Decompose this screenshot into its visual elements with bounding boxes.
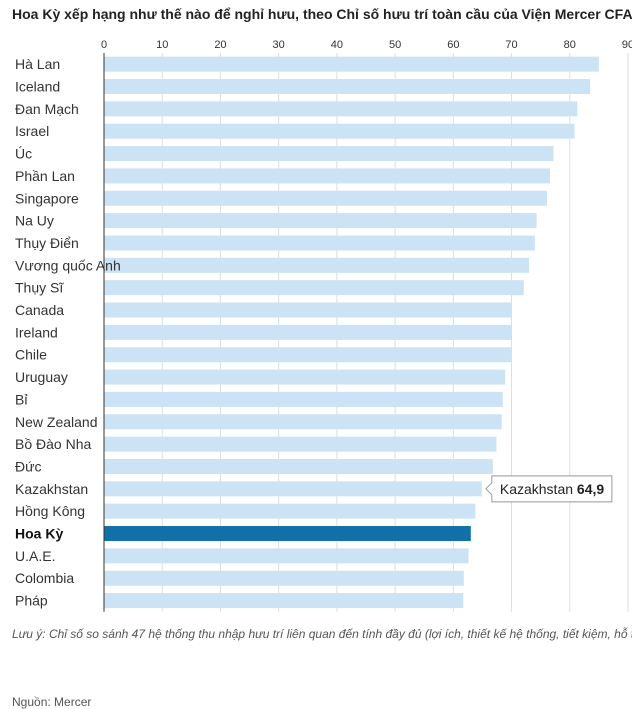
bar[interactable] bbox=[104, 56, 599, 72]
category-label: Thụy Điển bbox=[15, 235, 79, 251]
category-label: Bỉ bbox=[15, 391, 28, 407]
category-label: Thụy Sĩ bbox=[15, 280, 64, 296]
source-note: Nguồn: Mercer bbox=[12, 695, 92, 709]
bar[interactable] bbox=[104, 280, 524, 296]
x-tick-label: 20 bbox=[214, 39, 226, 51]
category-labels: Hà Lan Iceland Đan Mạch Israel Úc Phần Lan Sin… bbox=[15, 56, 121, 608]
x-tick-label: 40 bbox=[331, 39, 343, 51]
tooltip-text: Kazakhstan 64,9 bbox=[500, 481, 605, 497]
category-label: Kazakhstan bbox=[15, 481, 88, 497]
bar[interactable] bbox=[104, 570, 464, 586]
category-label: Colombia bbox=[15, 570, 74, 586]
bar[interactable] bbox=[104, 369, 506, 385]
bar[interactable] bbox=[104, 436, 497, 452]
category-label: Úc bbox=[15, 146, 32, 162]
bar[interactable] bbox=[104, 526, 471, 542]
category-label: Na Uy bbox=[15, 213, 54, 229]
category-label: Israel bbox=[15, 123, 49, 139]
x-tick-label: 80 bbox=[564, 39, 576, 51]
category-label: Pháp bbox=[15, 593, 48, 609]
category-label: Phần Lan bbox=[15, 168, 75, 184]
bar[interactable] bbox=[104, 79, 591, 95]
tooltip-value: 64,9 bbox=[577, 481, 604, 497]
category-label: Uruguay bbox=[15, 369, 68, 385]
bar[interactable] bbox=[104, 235, 535, 251]
category-label: Bồ Đào Nha bbox=[15, 436, 91, 452]
bar[interactable] bbox=[104, 146, 554, 162]
x-tick-label: 0 bbox=[101, 39, 107, 51]
category-label: Chile bbox=[15, 347, 47, 363]
bar[interactable] bbox=[104, 168, 550, 184]
category-label: New Zealand bbox=[15, 414, 98, 430]
category-label: Hà Lan bbox=[15, 56, 60, 72]
x-tick-label: 60 bbox=[447, 39, 459, 51]
footnote: Lưu ý: Chỉ số so sánh 47 hệ thống thu nh… bbox=[12, 627, 632, 641]
tooltip-box bbox=[485, 475, 613, 503]
category-label: Iceland bbox=[15, 79, 60, 95]
x-tick-label: 30 bbox=[273, 39, 285, 51]
bar[interactable] bbox=[104, 593, 464, 609]
category-label: Ireland bbox=[15, 324, 58, 340]
bar[interactable] bbox=[104, 481, 482, 497]
category-label: Canada bbox=[15, 302, 64, 318]
x-tick-label: 90 bbox=[622, 39, 632, 51]
bar[interactable] bbox=[104, 347, 511, 363]
bar[interactable] bbox=[104, 190, 548, 206]
bar[interactable] bbox=[104, 391, 503, 407]
tooltip: Kazakhstan 64,9 bbox=[485, 475, 613, 503]
bar[interactable] bbox=[104, 548, 469, 564]
chart-title: Hoa Kỳ xếp hạng như thế nào để nghỉ hưu,… bbox=[12, 6, 632, 22]
bar[interactable] bbox=[104, 257, 530, 273]
x-tick-label: 70 bbox=[505, 39, 517, 51]
category-label: Đức bbox=[15, 458, 41, 474]
bar[interactable] bbox=[104, 101, 578, 117]
bar[interactable] bbox=[104, 324, 512, 340]
bar[interactable] bbox=[104, 458, 493, 474]
x-axis-ticks: 0 10 20 30 40 50 60 70 80 90 bbox=[101, 39, 632, 51]
bar[interactable] bbox=[104, 123, 575, 139]
bar[interactable] bbox=[104, 503, 476, 519]
category-label: Vương quốc Anh bbox=[15, 257, 121, 273]
bars bbox=[104, 56, 599, 609]
bar[interactable] bbox=[104, 213, 537, 229]
category-label: Hoa Kỳ bbox=[15, 526, 63, 542]
x-tick-label: 10 bbox=[156, 39, 168, 51]
bar[interactable] bbox=[104, 414, 502, 430]
bar[interactable] bbox=[104, 302, 512, 318]
category-label: U.A.E. bbox=[15, 548, 55, 564]
tooltip-label: Kazakhstan bbox=[500, 481, 577, 497]
category-label: Đan Mạch bbox=[15, 101, 79, 117]
x-tick-label: 50 bbox=[389, 39, 401, 51]
category-label: Singapore bbox=[15, 190, 79, 206]
bar-chart: 0 10 20 30 40 50 60 70 80 90 Hà Lan Iceland Đan Mạc… bbox=[15, 39, 632, 612]
category-label: Hồng Kông bbox=[15, 503, 85, 519]
